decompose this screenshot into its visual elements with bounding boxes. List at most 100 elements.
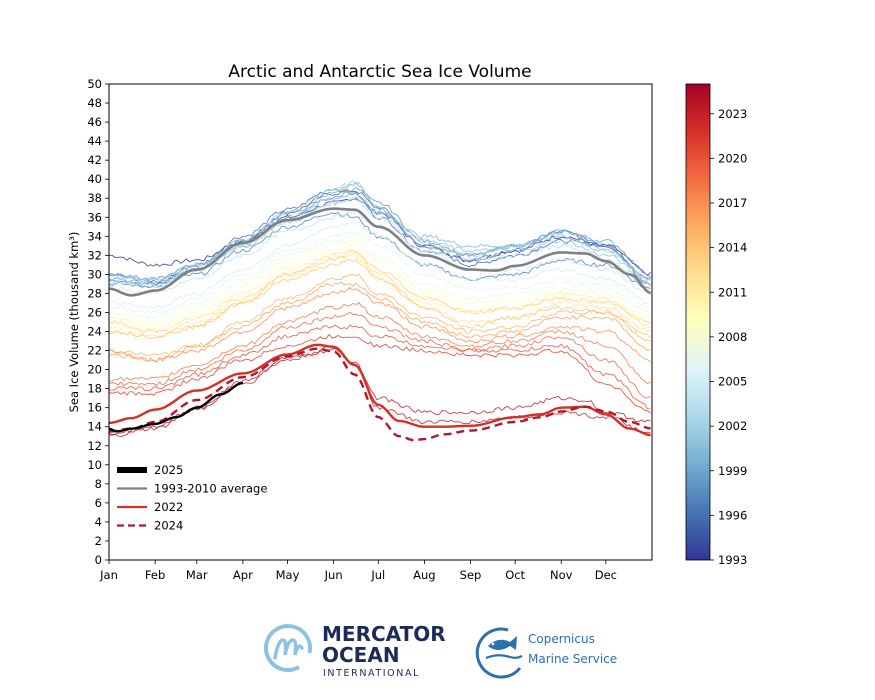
- copernicus-text-line1: Copernicus: [528, 632, 595, 646]
- colorbar-tick-label: 2005: [718, 375, 747, 389]
- year-line-2018: [109, 301, 651, 385]
- year-line-2005: [109, 221, 651, 310]
- y-tick-label: 34: [87, 229, 102, 243]
- y-axis: 0246810121416182022242628303234363840424…: [87, 77, 109, 567]
- year-line-2013: [109, 250, 651, 334]
- x-tick-label: Dec: [595, 568, 617, 582]
- logos-svg: MERCATOR OCEAN INTERNATIONAL Copernicus …: [264, 622, 617, 679]
- year-line-2012: [109, 249, 651, 339]
- year-line-2023: [109, 348, 651, 438]
- series-line-2024: [109, 347, 651, 442]
- legend: 2025 1993-2010 average 2022 2024: [117, 463, 267, 533]
- y-tick-label: 40: [87, 172, 102, 186]
- x-tick-label: Nov: [550, 568, 573, 582]
- year-line-2016: [109, 281, 651, 363]
- year-line-2010: [109, 253, 651, 330]
- y-tick-label: 8: [95, 477, 102, 491]
- legend-label: 2024: [154, 519, 183, 533]
- x-tick-label: Jun: [324, 568, 343, 582]
- y-tick-label: 18: [87, 382, 102, 396]
- copernicus-logo: Copernicus Marine Service: [475, 627, 617, 679]
- y-tick-label: 44: [87, 134, 102, 148]
- year-line-2019: [109, 311, 651, 399]
- logos-footer: MERCATOR OCEAN INTERNATIONAL Copernicus …: [0, 610, 875, 690]
- year-line-2006: [109, 231, 651, 315]
- year-line-2020: [109, 324, 651, 410]
- y-tick-label: 36: [87, 210, 102, 224]
- y-tick-label: 32: [87, 248, 102, 262]
- year-line-2007: [109, 234, 651, 319]
- x-tick-label: Jul: [370, 568, 385, 582]
- year-line-2015: [109, 273, 651, 357]
- colorbar-tick-label: 2011: [718, 285, 747, 299]
- colorbar-tick-label: 2002: [718, 419, 747, 433]
- legend-label: 2022: [154, 500, 183, 514]
- plot-frame: [108, 83, 653, 561]
- y-tick-label: 6: [95, 496, 102, 510]
- y-tick-label: 48: [87, 96, 102, 110]
- year-line-1993: [109, 198, 651, 277]
- year-line-1997: [109, 212, 651, 289]
- year-line-2014: [109, 258, 651, 339]
- y-tick-label: 38: [87, 191, 102, 205]
- sea-ice-chart: Arctic and Antarctic Sea Ice Volume 0246…: [67, 62, 747, 582]
- year-line-2017: [109, 287, 651, 363]
- year-line-1995: [109, 188, 651, 283]
- x-axis: Jan Feb Mar Apr May Jun Jul Aug Sep Oct Nov Dec: [99, 560, 617, 582]
- legend-label: 1993-2010 average: [154, 482, 267, 496]
- series-layer: [109, 179, 652, 442]
- colorbar-tick-label: 2020: [718, 151, 747, 165]
- y-tick-label: 26: [87, 305, 102, 319]
- x-tick-label: Mar: [186, 568, 208, 582]
- year-line-2008: [109, 238, 651, 324]
- colorbar-tick-label: 2008: [718, 330, 747, 344]
- y-tick-label: 4: [95, 515, 102, 529]
- year-line-2002: [109, 179, 651, 281]
- colorbar-tick-label: 2017: [718, 196, 747, 210]
- x-tick-label: May: [276, 568, 300, 582]
- year-line-1998: [109, 186, 651, 281]
- y-tick-label: 30: [87, 267, 102, 281]
- mercator-text-line3: INTERNATIONAL: [323, 668, 420, 679]
- x-tick-label: Feb: [145, 568, 165, 582]
- year-line-2011: [109, 252, 651, 333]
- x-tick-label: Oct: [505, 568, 525, 582]
- legend-label: 2025: [154, 463, 183, 477]
- colorbar-tick-label: 1996: [718, 508, 747, 522]
- colorbar-tick-label: 1999: [718, 464, 747, 478]
- chart-title: Arctic and Antarctic Sea Ice Volume: [228, 62, 531, 82]
- mercator-m-icon: [264, 624, 312, 672]
- x-tick-label: Apr: [233, 568, 253, 582]
- x-tick-label: Aug: [413, 568, 435, 582]
- copernicus-text-line2: Marine Service: [528, 652, 617, 666]
- series-line-2025: [109, 381, 244, 433]
- y-tick-label: 28: [87, 286, 102, 300]
- y-tick-label: 14: [87, 420, 102, 434]
- colorbar-tick-label: 1993: [718, 553, 747, 567]
- y-tick-label: 20: [87, 363, 102, 377]
- mercator-logo: MERCATOR OCEAN INTERNATIONAL: [264, 622, 446, 679]
- y-tick-label: 0: [95, 553, 102, 567]
- y-axis-label: Sea Ice Volume (thousand km³): [67, 232, 81, 413]
- y-tick-label: 46: [87, 115, 102, 129]
- year-line-2021: [109, 333, 651, 414]
- colorbar-tick-label: 2023: [718, 107, 747, 121]
- mercator-text-line2: OCEAN: [322, 643, 400, 667]
- x-tick-label: Sep: [460, 568, 482, 582]
- colorbar: [685, 83, 711, 561]
- y-tick-label: 10: [87, 458, 102, 472]
- fish-wave-icon: [475, 627, 523, 679]
- colorbar-tick-label: 2014: [718, 241, 747, 255]
- series-line-2022: [109, 343, 651, 437]
- y-tick-label: 16: [87, 401, 102, 415]
- mercator-text-line1: MERCATOR: [322, 622, 446, 646]
- year-line-2004: [109, 210, 651, 295]
- y-tick-label: 42: [87, 153, 102, 167]
- year-line-2009: [109, 243, 651, 328]
- y-tick-label: 24: [87, 325, 102, 339]
- y-tick-label: 2: [95, 534, 102, 548]
- y-tick-label: 12: [87, 439, 102, 453]
- colorbar-ticks: 1993 1996 1999 2002 2005 2008 2011 2014 2017 2020…: [710, 107, 747, 567]
- x-tick-label: Jan: [99, 568, 118, 582]
- y-tick-label: 22: [87, 344, 102, 358]
